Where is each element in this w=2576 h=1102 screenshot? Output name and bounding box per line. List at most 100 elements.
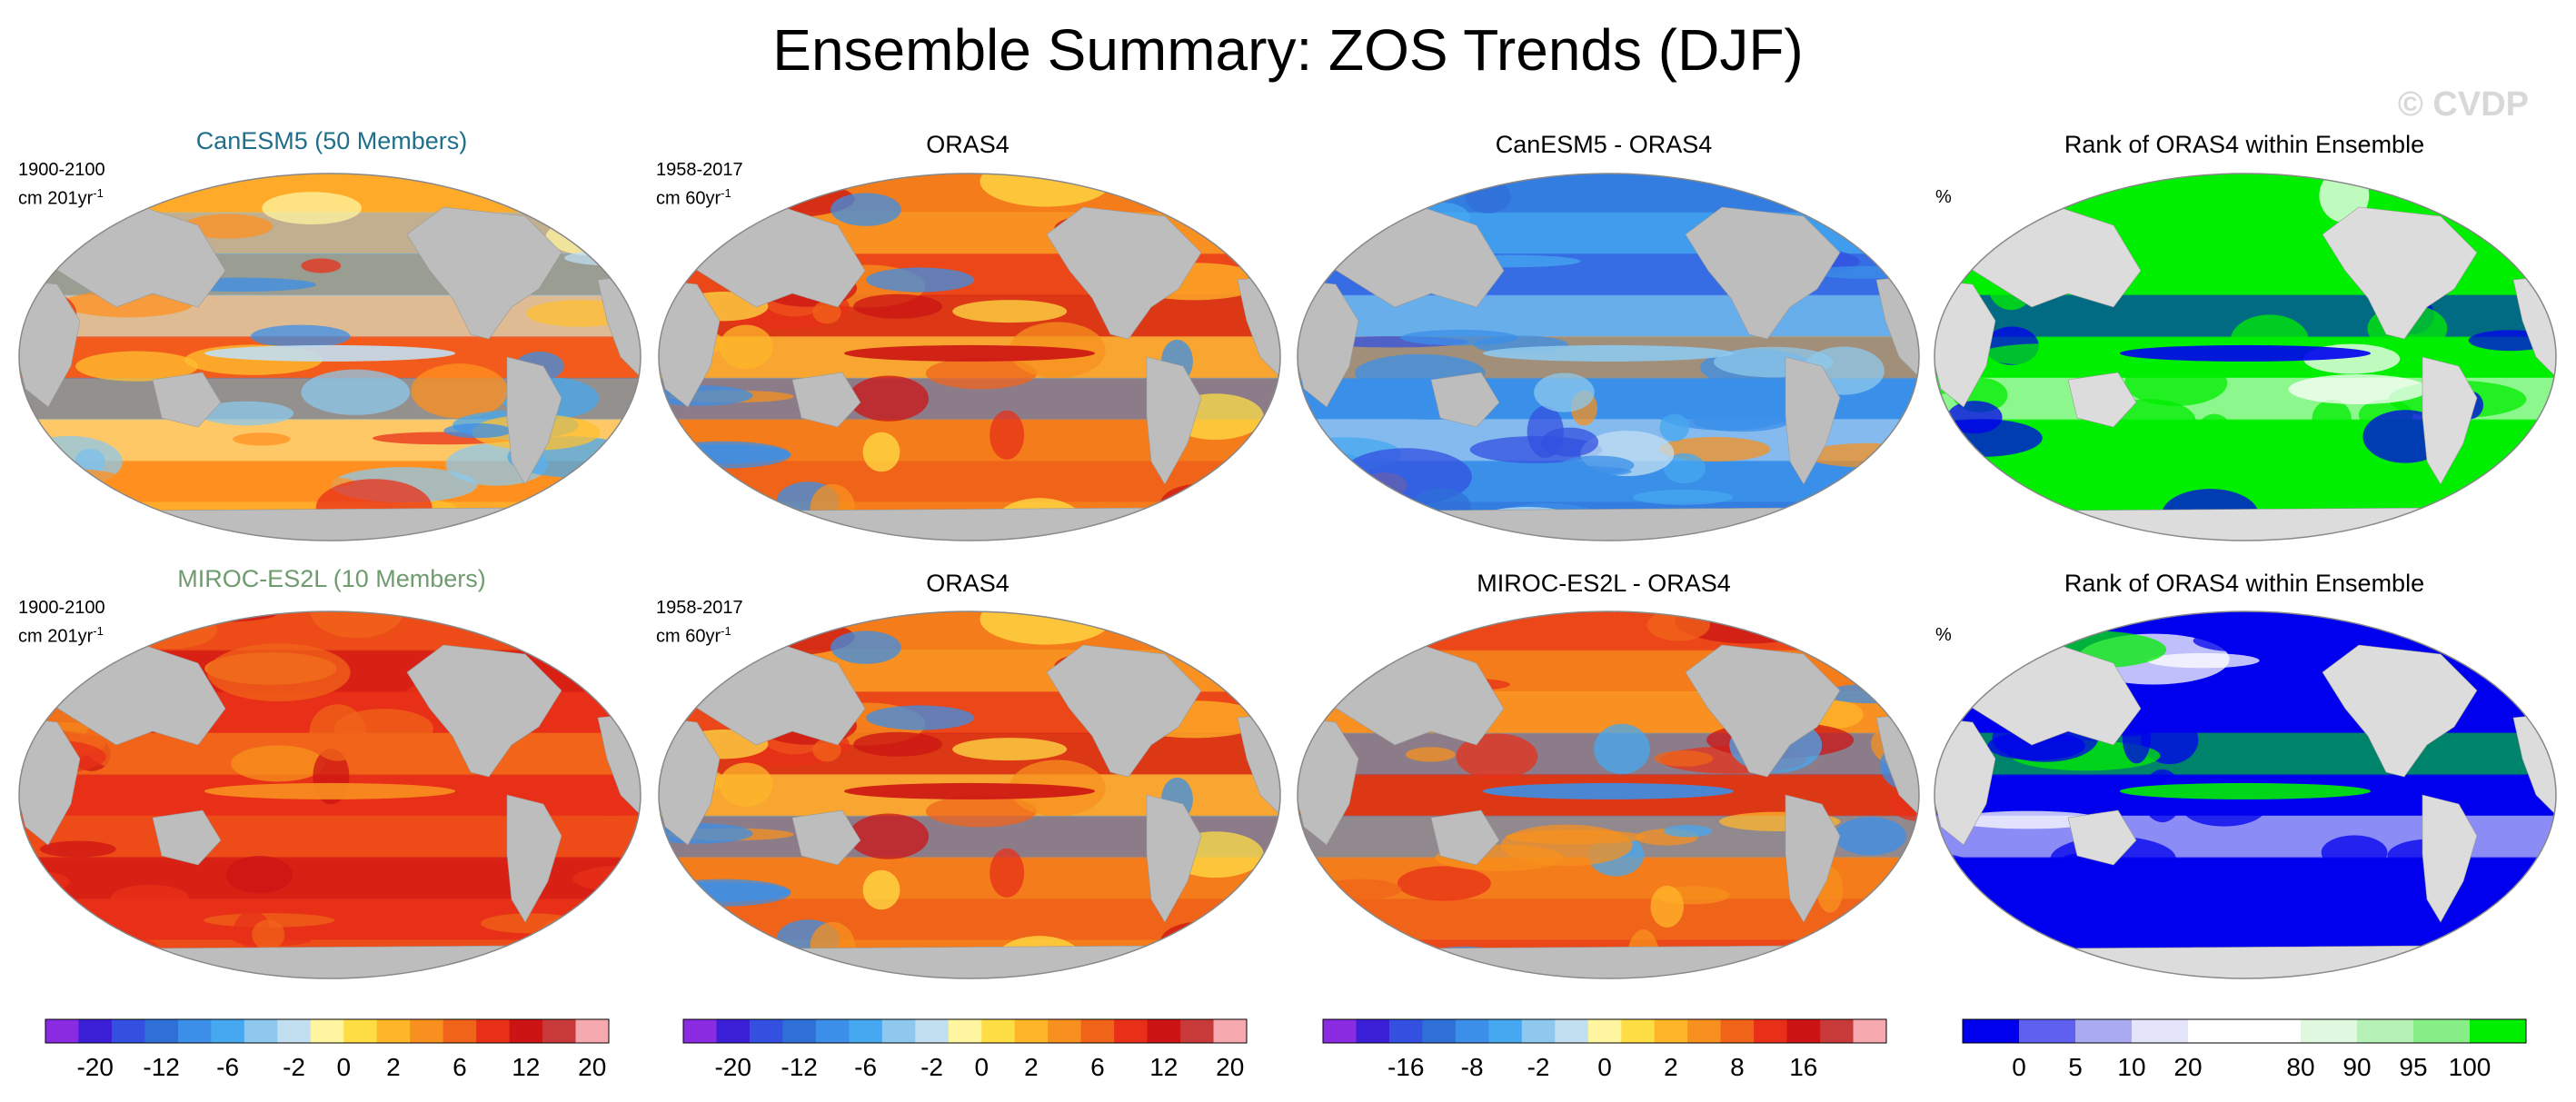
colorbar-swatch	[509, 1019, 543, 1043]
field-patch	[1159, 483, 1237, 526]
field-patch	[199, 401, 294, 426]
field-patch	[600, 643, 641, 677]
colorbar-swatch	[2413, 1019, 2471, 1043]
colorbar-swatch	[1114, 1019, 1149, 1043]
units-label: cm 201yr-1	[18, 624, 104, 647]
colorbar-tick-label: -20	[714, 1053, 751, 1081]
map-diff-row2	[1297, 611, 1920, 979]
map-diff-row1	[1297, 173, 1920, 541]
field-patch	[1298, 660, 1326, 713]
colorbar-swatch	[2132, 1019, 2189, 1043]
field-patch	[812, 739, 841, 762]
colorbar-swatch	[1180, 1019, 1215, 1043]
field-patch	[862, 869, 900, 910]
field-patch	[301, 369, 411, 415]
colorbar-swatch	[1521, 1019, 1556, 1043]
land-mask	[2067, 809, 2137, 866]
colorbar-tick-label: -12	[143, 1053, 179, 1081]
field-patch	[2193, 629, 2307, 653]
land-mask	[506, 356, 562, 485]
land-mask	[1046, 206, 1202, 340]
field-patch	[2434, 187, 2528, 211]
field-patch	[19, 871, 71, 892]
land-mask	[1803, 617, 1859, 660]
land-mask	[1430, 809, 1500, 866]
map-outline	[1934, 611, 2557, 979]
colorbar-swatch	[1754, 1019, 1788, 1043]
colorbar-tick-label: 2	[1024, 1053, 1039, 1081]
colorbar-swatch	[1654, 1019, 1688, 1043]
panel-title-rank-row1: Rank of ORAS4 within Ensemble	[2064, 131, 2425, 158]
field-patch	[980, 174, 1112, 207]
colorbar-swatch	[749, 1019, 783, 1043]
colorbar-tick-label: -8	[1461, 1053, 1484, 1081]
colorbar-swatch	[542, 1019, 577, 1043]
map-outline	[658, 173, 1281, 541]
colorbar-tick-label: 10	[2117, 1053, 2145, 1081]
field-patch	[1943, 640, 1991, 674]
colorbar-swatch	[2075, 1019, 2133, 1043]
field-patch	[1633, 489, 1734, 505]
panel-title-obs-row1: ORAS4	[926, 131, 1010, 158]
equatorial-feature	[204, 782, 455, 799]
colorbar-tick-label: -2	[283, 1053, 305, 1081]
land-mask	[659, 717, 721, 846]
colorbar-tick-label: 0	[974, 1053, 989, 1081]
land-mask	[19, 506, 641, 541]
field-patch	[830, 193, 901, 226]
equatorial-feature	[844, 782, 1095, 799]
colorbar-swatch	[1786, 1019, 1821, 1043]
colorbar-swatch	[1323, 1019, 1357, 1043]
land-mask	[1164, 179, 1220, 222]
colorbar-tick-label: 0	[2012, 1053, 2026, 1081]
colorbar-swatch	[1356, 1019, 1390, 1043]
field-patch	[2067, 488, 2147, 514]
field-patch	[125, 611, 190, 630]
land-mask	[524, 179, 581, 222]
land-mask	[406, 644, 562, 778]
field-patch	[255, 475, 354, 489]
period-label: 1958-2017	[656, 160, 743, 180]
rank-units-row1: %	[1935, 187, 1952, 207]
field-patch	[865, 705, 975, 730]
colorbar-obs: -20 -12 -6 -2 0 2 6 12 20	[682, 1018, 1248, 1081]
colorbar-swatch	[881, 1019, 916, 1043]
land-mask	[19, 944, 641, 978]
colorbar-swatch	[1587, 1019, 1622, 1043]
map-obs-row2	[658, 611, 1281, 979]
colorbar-swatch	[1048, 1019, 1082, 1043]
colorbar-swatch	[1455, 1019, 1489, 1043]
field-patch	[719, 762, 773, 807]
colorbar-swatch	[2188, 1019, 2245, 1043]
land-mask	[2422, 356, 2478, 485]
land-mask	[2322, 644, 2478, 778]
field-patch	[233, 432, 291, 446]
field-patch	[62, 290, 194, 318]
field-patch	[2122, 711, 2152, 764]
field-patch	[1560, 455, 1635, 475]
field-patch	[206, 643, 351, 702]
panel-title-diff-row1: CanESM5 - ORAS4	[1495, 131, 1713, 158]
field-patch	[2481, 640, 2541, 666]
field-patch	[75, 351, 199, 382]
field-patch	[225, 856, 293, 894]
colorbar-tick-label: 2	[1664, 1053, 1678, 1081]
field-patch	[853, 731, 943, 757]
land-mask	[1934, 944, 2556, 978]
field-patch	[545, 217, 641, 257]
colorbar-swatch	[716, 1019, 751, 1043]
field-patch	[2183, 791, 2265, 827]
panel-title-rank-row2: Rank of ORAS4 within Ensemble	[2064, 570, 2425, 597]
field-patch	[250, 324, 351, 348]
colorbar-tick-label: -2	[920, 1053, 943, 1081]
equatorial-feature	[2120, 782, 2371, 799]
figure-title: Ensemble Summary: ZOS Trends (DJF)	[772, 17, 1804, 83]
land-mask	[1430, 372, 1500, 428]
map-outline	[1297, 173, 1920, 541]
land-mask	[1298, 506, 1919, 541]
land-mask	[1298, 279, 1359, 408]
field-band	[1298, 611, 1919, 651]
field-patch	[2503, 950, 2556, 978]
equatorial-feature	[844, 344, 1095, 362]
field-patch	[252, 919, 285, 950]
